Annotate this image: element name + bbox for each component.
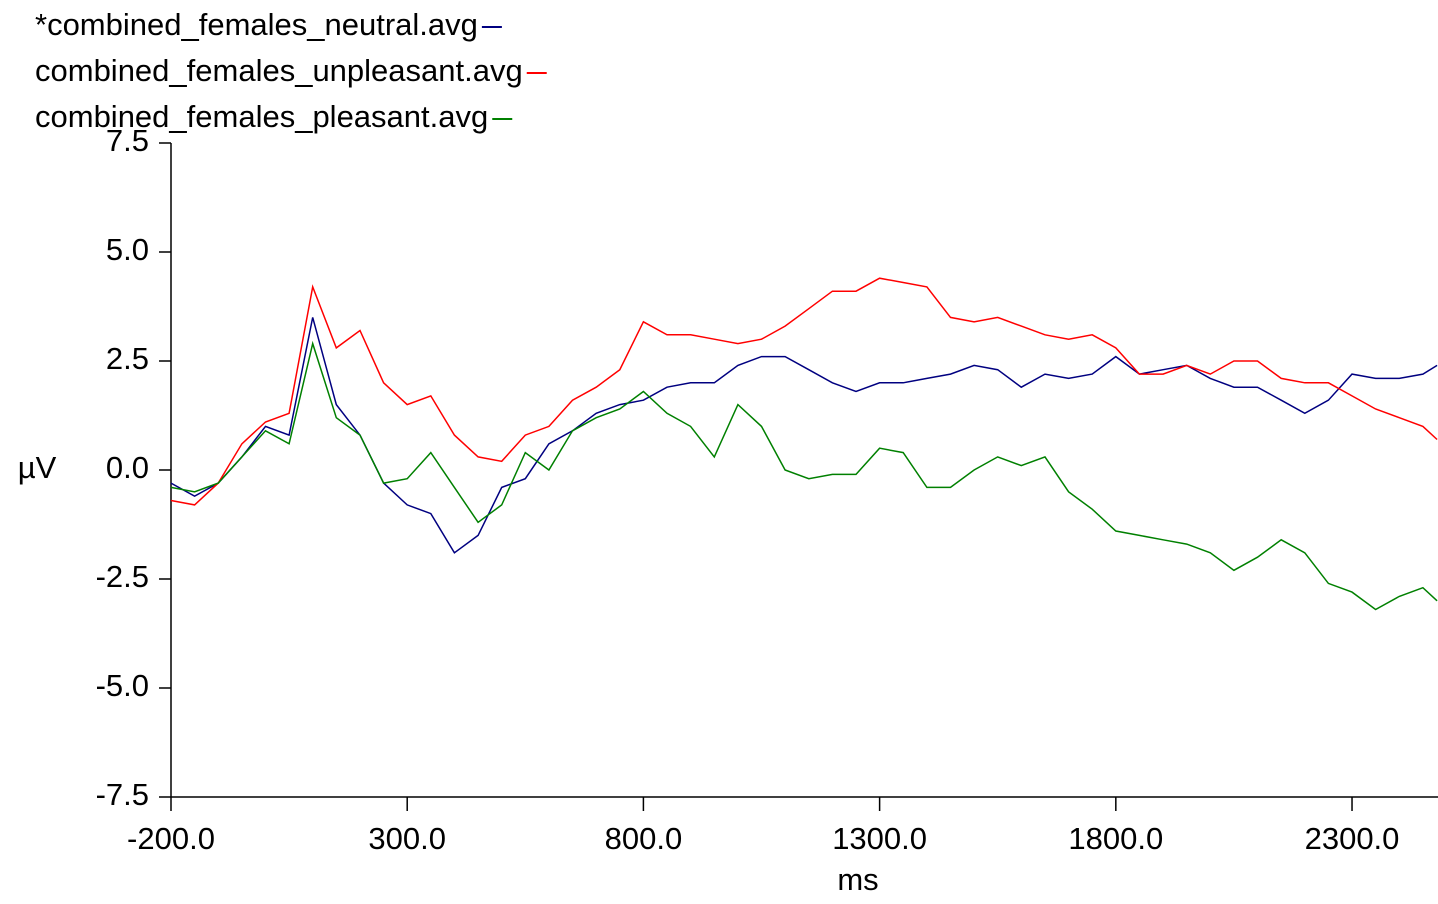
legend-label: *combined_females_neutral.avg [35,7,478,42]
x-axis-label: ms [837,862,878,897]
x-tick-label: 1800.0 [1068,821,1163,856]
x-tick-label: 2300.0 [1305,821,1400,856]
y-tick-label: 0.0 [106,450,149,485]
series-line [170,277,1438,506]
y-tick-label: 2.5 [106,341,149,376]
legend-label: combined_females_pleasant.avg [35,99,488,134]
y-tick-label: -2.5 [96,559,149,594]
series-line [170,317,1438,554]
y-tick-label: 7.5 [106,123,149,158]
series-line [170,340,1438,611]
y-tick-label: -5.0 [96,668,149,703]
y-axis-label: µV [18,450,57,485]
y-tick-label: -7.5 [96,777,149,812]
x-tick-label: 300.0 [368,821,446,856]
x-tick-label: 800.0 [605,821,683,856]
legend-label: combined_females_unpleasant.avg [35,53,523,88]
y-tick-label: 5.0 [106,232,149,267]
x-tick-label: 1300.0 [832,821,927,856]
x-tick-label: -200.0 [127,821,215,856]
